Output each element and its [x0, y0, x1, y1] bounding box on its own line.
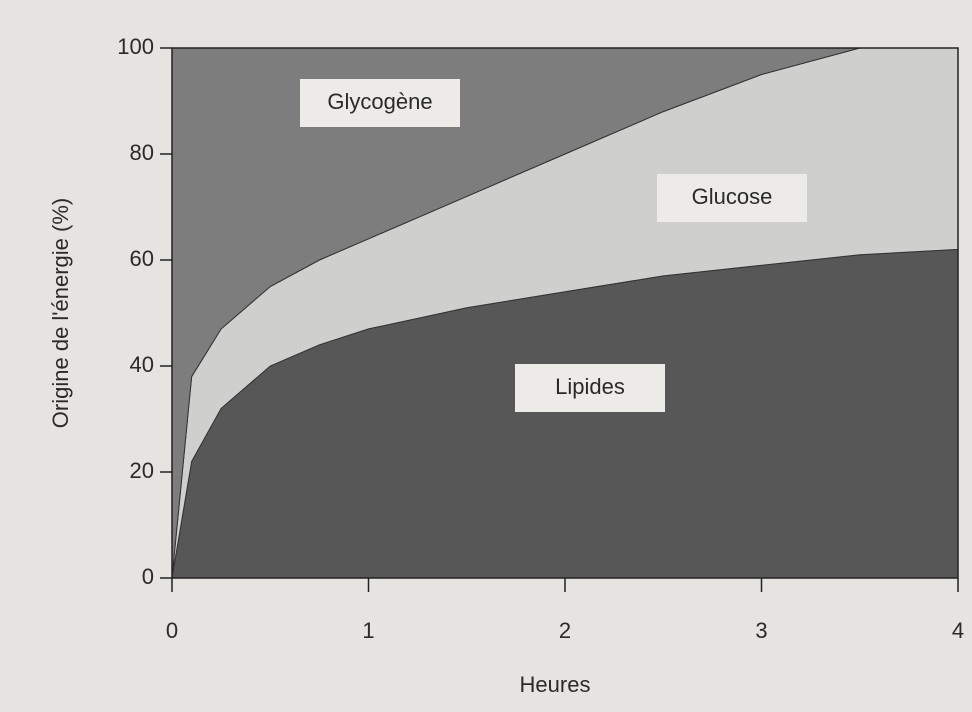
- y-tick-label: 20: [130, 458, 154, 483]
- x-tick-label: 2: [559, 618, 571, 643]
- x-axis-label: Heures: [520, 672, 591, 697]
- x-tick-label: 1: [362, 618, 374, 643]
- y-tick-label: 60: [130, 246, 154, 271]
- y-axis-label: Origine de l'énergie (%): [48, 198, 73, 428]
- label-box: [300, 79, 460, 127]
- series-label: Glycogène: [327, 89, 432, 114]
- x-tick-label: 4: [952, 618, 964, 643]
- series-label: Glucose: [692, 184, 773, 209]
- y-tick-label: 80: [130, 140, 154, 165]
- y-tick-label: 100: [117, 34, 154, 59]
- y-tick-label: 0: [142, 564, 154, 589]
- label-box: [515, 364, 665, 412]
- label-box: [657, 174, 807, 222]
- x-tick-label: 3: [755, 618, 767, 643]
- y-tick-label: 40: [130, 352, 154, 377]
- series-label: Lipides: [555, 374, 625, 399]
- x-tick-label: 0: [166, 618, 178, 643]
